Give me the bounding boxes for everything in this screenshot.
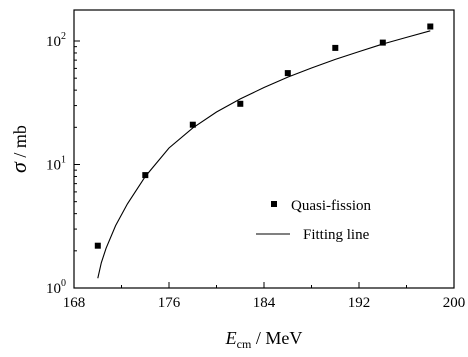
- legend-marker-quasi-fission: [271, 201, 277, 207]
- x-axis-title: Ecm / MeV: [225, 328, 303, 351]
- series-layer: [94, 23, 434, 279]
- data-point-quasi-fission: [237, 100, 244, 107]
- x-tick-label: 168: [63, 295, 86, 311]
- x-tick-label: 200: [443, 295, 466, 311]
- legend-label-quasi-fission: Quasi-fission: [291, 198, 371, 214]
- legend: Quasi-fission Fitting line: [256, 198, 371, 243]
- fitting-line-path: [97, 30, 431, 279]
- y-tick-label: 100: [46, 278, 66, 297]
- y-tick-label: 102: [46, 31, 66, 50]
- data-point-quasi-fission: [142, 172, 149, 179]
- x-tick-label: 184: [253, 295, 276, 311]
- x-axis-ticks: 168 176 184 192 200: [63, 282, 466, 311]
- data-point-quasi-fission: [284, 70, 291, 77]
- y-axis-ticks: 100 101 102: [46, 31, 80, 297]
- x-tick-label: 176: [158, 295, 181, 311]
- legend-label-fitting-line: Fitting line: [303, 227, 370, 243]
- data-point-quasi-fission: [332, 44, 339, 51]
- y-tick-label: 101: [46, 155, 66, 174]
- data-point-quasi-fission: [189, 121, 196, 128]
- data-point-quasi-fission: [427, 23, 434, 30]
- data-point-quasi-fission: [379, 39, 386, 46]
- data-point-quasi-fission: [94, 242, 101, 249]
- plot-frame: [73, 9, 455, 289]
- x-tick-label: 192: [348, 295, 371, 311]
- y-axis-title: σ / mb: [6, 125, 31, 173]
